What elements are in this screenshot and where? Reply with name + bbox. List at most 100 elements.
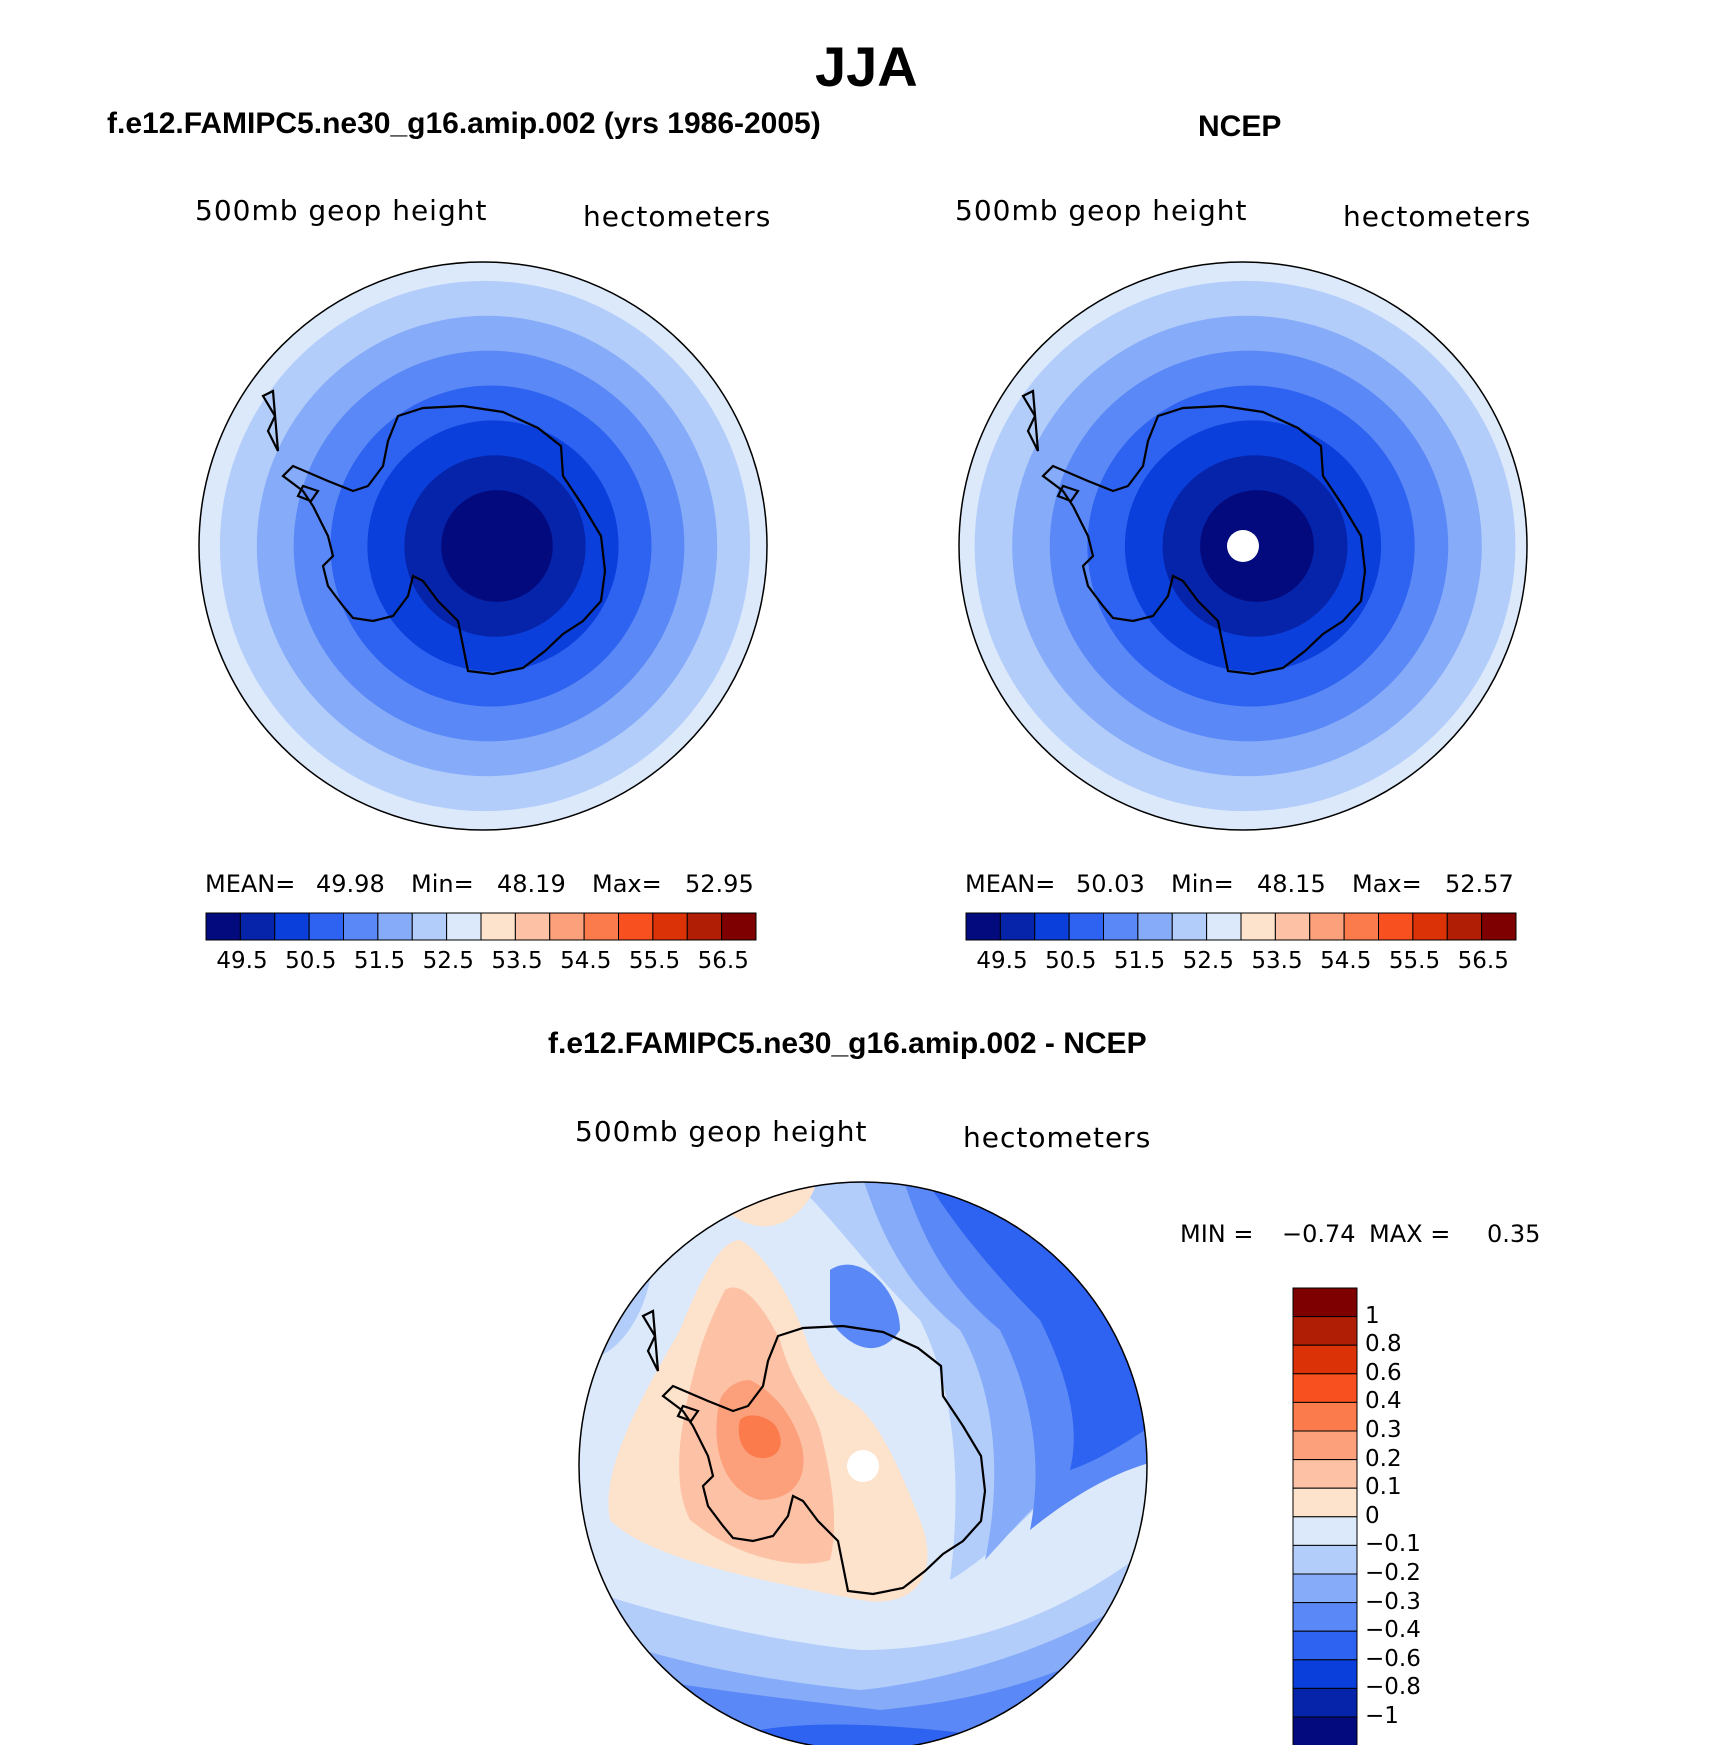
colorbar-swatch: [239, 912, 276, 941]
panel3-min-value: −0.74: [1282, 1220, 1356, 1248]
colorbar-swatch: [1292, 1602, 1358, 1632]
colorbar-tick-label: 55.5: [628, 948, 681, 974]
colorbar-tick-label: 0.6: [1365, 1359, 1402, 1386]
panel2-missing-pole: [1227, 530, 1259, 562]
colorbar-swatch: [1292, 1459, 1358, 1489]
panel3-title: f.e12.FAMIPC5.ne30_g16.amip.002 - NCEP: [548, 1027, 1147, 1060]
panel2-max-value: 52.57: [1445, 870, 1514, 898]
colorbar-swatch: [1274, 912, 1311, 941]
colorbar-tick-label: 54.5: [560, 948, 612, 974]
colorbar-swatch: [686, 912, 723, 941]
panel3-left-label: 500mb geop height: [575, 1115, 868, 1148]
panel3-right-label: hectometers: [963, 1121, 1152, 1154]
colorbar-swatch: [343, 912, 379, 941]
panel1-mean-label: MEAN=: [205, 870, 296, 898]
colorbar-swatch: [549, 912, 585, 941]
colorbar-swatch: [1103, 912, 1139, 941]
colorbar-swatch: [1068, 912, 1104, 941]
colorbar-swatch: [377, 912, 413, 941]
colorbar-tick-label: −0.6: [1365, 1645, 1421, 1672]
colorbar-swatch: [1446, 912, 1483, 941]
colorbar-tick-label: 54.5: [1320, 948, 1372, 974]
colorbar-swatch: [1240, 912, 1276, 941]
panel1-mean-value: 49.98: [316, 870, 385, 898]
panel3-max-label: MAX =: [1369, 1220, 1451, 1248]
panel2-mean-label: MEAN=: [965, 870, 1056, 898]
panel1-left-label: 500mb geop height: [195, 194, 488, 227]
colorbar-tick-label: −0.2: [1365, 1560, 1421, 1586]
colorbar-swatch: [274, 912, 310, 941]
colorbar-swatch: [1292, 1316, 1358, 1346]
colorbar-swatch: [1292, 1430, 1358, 1461]
contour-ring-49.5: [441, 490, 553, 602]
colorbar-tick-label: 0.3: [1365, 1417, 1402, 1443]
colorbar-swatch: [446, 912, 482, 941]
panel1-antarctica-coastline: [261, 389, 607, 676]
panel2-min-label: Min=: [1171, 870, 1234, 898]
colorbar-tick-label: −0.8: [1365, 1674, 1421, 1701]
colorbar-tick-label: 50.5: [285, 948, 337, 974]
colorbar-swatch: [1292, 1401, 1358, 1432]
panel2-left-label: 500mb geop height: [955, 194, 1248, 227]
colorbar-tick-label: 53.5: [491, 948, 543, 974]
colorbar-tick-label: 0.1: [1365, 1474, 1402, 1501]
panel2-title: NCEP: [1198, 110, 1282, 143]
colorbar-swatch: [480, 912, 516, 941]
colorbar-swatch: [308, 912, 344, 941]
colorbar-tick-label: −1: [1365, 1703, 1399, 1729]
colorbar-tick-label: 0.8: [1365, 1331, 1402, 1358]
colorbar-swatch: [1292, 1716, 1358, 1745]
colorbar-tick-label: 50.5: [1045, 948, 1097, 974]
panel1-right-label: hectometers: [583, 200, 772, 233]
colorbar-tick-label: 0.2: [1365, 1445, 1402, 1472]
colorbar-tick-label: 52.5: [1182, 948, 1234, 974]
colorbar-swatch: [1206, 912, 1242, 941]
colorbar-swatch: [205, 912, 241, 941]
colorbar-swatch: [1292, 1487, 1358, 1518]
panel3-missing-pole: [847, 1450, 879, 1482]
colorbar-swatch: [1292, 1544, 1358, 1575]
colorbar-swatch: [1292, 1573, 1358, 1604]
colorbar-swatch: [721, 912, 757, 941]
panel2-antarctica-coastline: [1021, 389, 1367, 676]
panel3-min-label: MIN =: [1180, 1220, 1254, 1248]
figure-title: JJA: [815, 35, 918, 98]
panel1-map-boundary: [198, 261, 768, 831]
colorbar-tick-label: 1: [1365, 1302, 1380, 1329]
panel1-min-value: 48.19: [497, 870, 566, 898]
colorbar-tick-label: 53.5: [1251, 948, 1303, 974]
panel3-antarctica-coastline: [641, 1309, 987, 1596]
colorbar-swatch: [1292, 1344, 1358, 1375]
colorbar-swatch: [1412, 912, 1448, 941]
panel1-title: f.e12.FAMIPC5.ne30_g16.amip.002 (yrs 198…: [107, 107, 821, 140]
diff-region-neg06-bottom: [760, 1724, 980, 1745]
colorbar-tick-label: 52.5: [422, 948, 474, 974]
colorbar-swatch: [1292, 1287, 1358, 1318]
diff-region-pos04: [738, 1415, 781, 1459]
colorbar-swatch: [583, 912, 619, 941]
panel3-map-boundary: [578, 1181, 1148, 1745]
panel3-max-value: 0.35: [1487, 1220, 1541, 1248]
panel1-max-label: Max=: [592, 870, 662, 898]
colorbar-swatch: [1137, 912, 1173, 941]
colorbar-swatch: [1292, 1687, 1358, 1718]
colorbar-tick-label: 51.5: [1113, 948, 1166, 974]
colorbar-tick-label: 56.5: [1457, 948, 1509, 974]
colorbar-swatch: [1343, 912, 1379, 941]
colorbar-swatch: [1378, 912, 1414, 941]
colorbar-tick-label: −0.3: [1365, 1588, 1421, 1615]
colorbar-tick-label: 55.5: [1388, 948, 1441, 974]
colorbar-swatch: [1481, 912, 1517, 941]
colorbar-swatch: [652, 912, 688, 941]
colorbar-tick-label: 56.5: [697, 948, 749, 974]
colorbar-tick-label: 0.4: [1365, 1388, 1402, 1415]
colorbar-tick-label: 0: [1365, 1502, 1380, 1529]
colorbar-tick-label: 49.5: [976, 948, 1028, 974]
colorbar-swatch: [1292, 1659, 1358, 1689]
